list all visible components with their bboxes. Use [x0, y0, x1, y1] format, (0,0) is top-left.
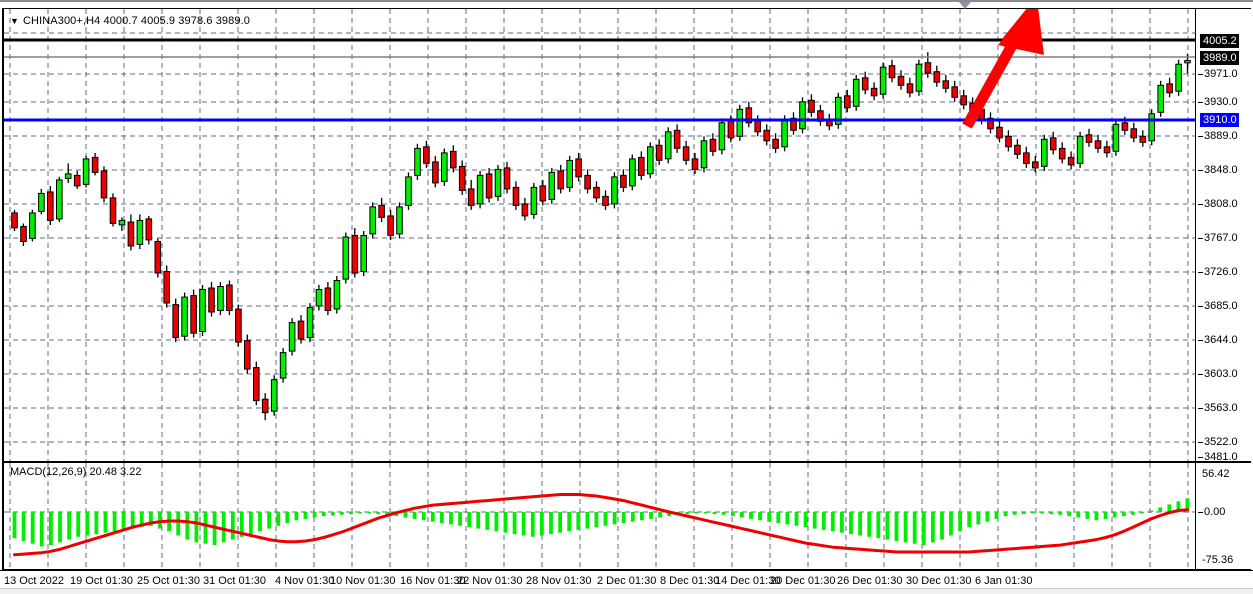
bullish-arrow[interactable]	[962, 9, 1044, 129]
time-tick-3: 31 Oct 01:30	[203, 575, 266, 587]
price-plot-area[interactable]	[4, 9, 1200, 461]
price-tick-3848: 3848.0	[1198, 164, 1238, 176]
price-tick-3808: 3808.0	[1198, 198, 1238, 210]
price-chart-panel[interactable]: ▼ CHINA300+,H4 4000.7 4005.9 3978.6 3989.…	[2, 8, 1251, 463]
price-tick-3889: 3889.0	[1198, 130, 1238, 142]
price-tick-3971: 3971.0	[1198, 68, 1238, 80]
price-tick-3481: 3481.0	[1198, 451, 1238, 463]
price-svg	[4, 9, 1200, 461]
vertical-gridlines	[9, 9, 1189, 461]
time-tick-8: 28 Nov 01:30	[526, 575, 592, 587]
macd-signal-line	[13, 493, 1189, 557]
macd-indicator-panel[interactable]: MACD(12,26,9) 20.48 3.22	[2, 463, 1251, 570]
price-chart-header: ▼ CHINA300+,H4 4000.7 4005.9 3978.6 3989.…	[10, 15, 250, 27]
symbol-period-label: CHINA300+,H4 4000.7 4005.9 3978.6 3989.0	[23, 15, 250, 27]
time-tick-6: 16 Nov 01:30	[400, 575, 466, 587]
macd-svg	[4, 463, 1200, 569]
time-tick-5: 10 Nov 01:30	[330, 575, 396, 587]
price-tick-3930: 3930.0	[1198, 96, 1238, 108]
price-tick-3522: 3522.0	[1198, 436, 1238, 448]
period-separator-marker	[959, 2, 971, 9]
time-tick-11: 14 Dec 01:30	[715, 575, 781, 587]
macd-tick-zero: 0.00	[1197, 506, 1226, 518]
macd-header-label: MACD(12,26,9) 20.48 3.22	[10, 466, 142, 478]
price-tick-3603: 3603.0	[1198, 368, 1238, 380]
macd-axis[interactable]: 56.42 0.00 -75.36	[1195, 463, 1251, 569]
time-tick-12: 20 Dec 01:30	[770, 575, 836, 587]
macd-histogram	[12, 498, 1190, 547]
macd-tick-max: 56.42	[1202, 468, 1230, 480]
price-axis[interactable]: 3971.0 3930.0 3889.0 3848.0 3808.0 3767.…	[1195, 9, 1251, 463]
candlestick-series	[11, 52, 1191, 421]
time-tick-0: 13 Oct 2022	[4, 575, 64, 587]
ask-price-tag[interactable]: 4005.2	[1200, 34, 1239, 48]
triangle-down-icon[interactable]: ▼	[10, 16, 20, 26]
time-tick-7: 22 Nov 01:30	[457, 575, 523, 587]
level-price-tag[interactable]: 3910.0	[1200, 113, 1239, 127]
macd-plot-area[interactable]	[4, 463, 1200, 569]
window-bottom-strip	[0, 588, 1253, 594]
time-tick-15: 6 Jan 01:30	[975, 575, 1033, 587]
price-tick-3767: 3767.0	[1198, 232, 1238, 244]
price-tick-3726: 3726.0	[1198, 266, 1238, 278]
time-tick-13: 26 Dec 01:30	[837, 575, 903, 587]
price-tick-3644: 3644.0	[1198, 334, 1238, 346]
time-tick-10: 8 Dec 01:30	[660, 575, 720, 587]
bid-price-tag[interactable]: 3989.0	[1200, 51, 1239, 65]
time-tick-2: 25 Oct 01:30	[137, 575, 200, 587]
price-tick-3685: 3685.0	[1198, 300, 1238, 312]
time-tick-1: 19 Oct 01:30	[70, 575, 133, 587]
macd-tick-min: -75.36	[1202, 554, 1234, 566]
time-tick-4: 4 Nov 01:30	[275, 575, 335, 587]
price-tick-3563: 3563.0	[1198, 402, 1238, 414]
horizontal-gridlines	[4, 32, 1200, 443]
time-tick-14: 30 Dec 01:30	[906, 575, 972, 587]
time-tick-9: 2 Dec 01:30	[597, 575, 657, 587]
